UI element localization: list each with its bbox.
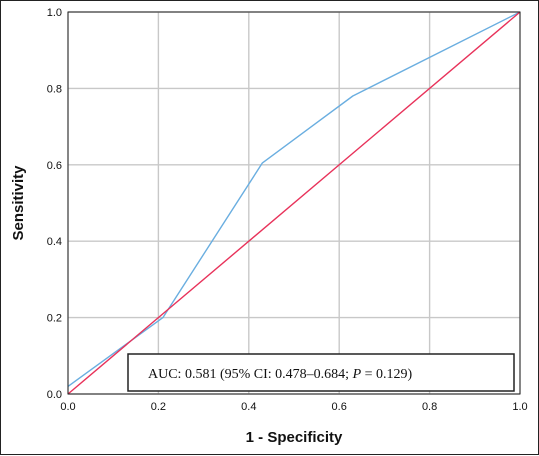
x-tick-label: 1.0 xyxy=(512,401,527,413)
annotation-part: AUC: 0.581 (95% CI: 0.478–0.684; xyxy=(148,367,353,382)
y-tick-label: 0.6 xyxy=(47,160,62,172)
auc-annotation-box xyxy=(127,353,515,392)
roc-curve-line xyxy=(67,11,521,387)
series-group xyxy=(67,11,521,395)
x-tick-label: 0.8 xyxy=(422,401,437,413)
y-tick-label: 0.0 xyxy=(47,389,62,401)
x-axis-title: 1 - Specificity xyxy=(246,429,343,446)
y-tick-labels: 0.0 0.2 0.4 0.6 0.8 1.0 xyxy=(47,7,62,401)
auc-annotation: AUC: 0.581 (95% CI: 0.478–0.684; P = 0.1… xyxy=(127,353,515,392)
y-tick-label: 1.0 xyxy=(47,7,62,19)
reference-diagonal-line xyxy=(67,11,521,395)
annotation-part: P xyxy=(352,367,362,382)
x-tick-label: 0.0 xyxy=(60,401,75,413)
x-tick-label: 0.2 xyxy=(151,401,166,413)
plot-area-border xyxy=(67,11,521,395)
y-axis-title: Sensitivity xyxy=(10,165,27,241)
annotation-part: = 0.129) xyxy=(361,367,412,382)
auc-annotation-text: AUC: 0.581 (95% CI: 0.478–0.684; P = 0.1… xyxy=(148,367,413,382)
y-tick-label: 0.2 xyxy=(47,313,62,325)
y-tick-label: 0.4 xyxy=(47,236,62,248)
x-tick-labels: 0.0 0.2 0.4 0.6 0.8 1.0 xyxy=(60,401,527,413)
x-tick-label: 0.6 xyxy=(332,401,347,413)
y-tick-label: 0.8 xyxy=(47,83,62,95)
x-tick-label: 0.4 xyxy=(241,401,256,413)
